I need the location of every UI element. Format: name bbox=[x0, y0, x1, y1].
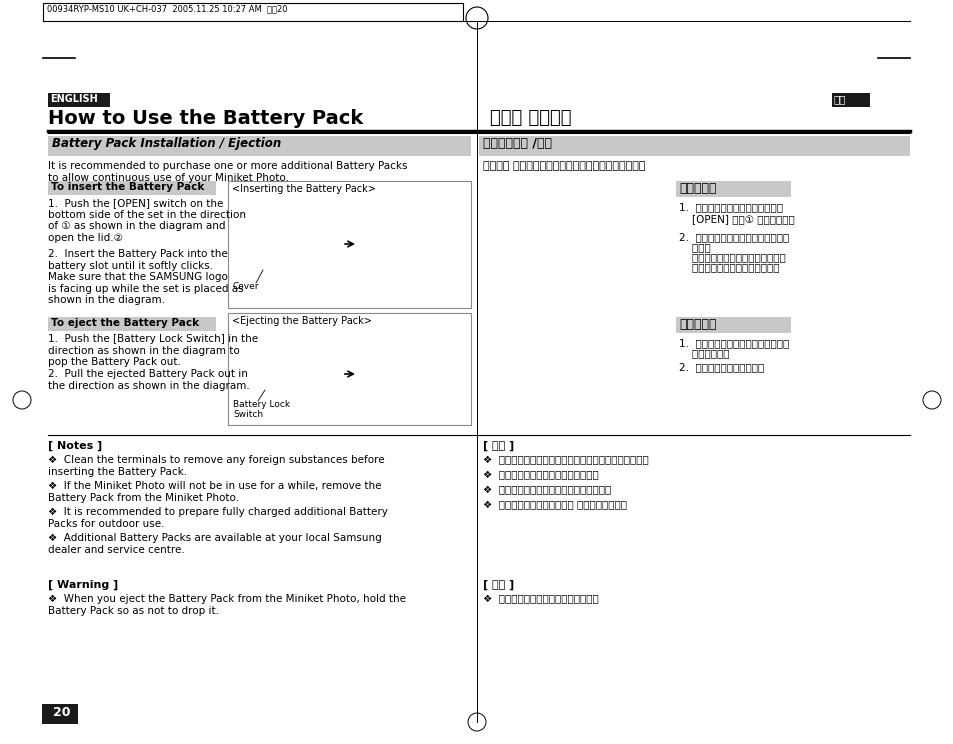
Text: Battery Pack Installation / Ejection: Battery Pack Installation / Ejection bbox=[52, 137, 281, 150]
Text: 1.  沿图中所示方向拨动相机底部的
    [OPEN] 开关① 打开电池盖。: 1. 沿图中所示方向拨动相机底部的 [OPEN] 开关① 打开电池盖。 bbox=[679, 202, 794, 224]
Text: Battery Lock
Switch: Battery Lock Switch bbox=[233, 400, 290, 420]
Text: ❖  备用电池组可以到当地经销 及维修中心购买。: ❖ 备用电池组可以到当地经销 及维修中心购买。 bbox=[482, 500, 626, 510]
Text: 中文: 中文 bbox=[833, 94, 845, 104]
Polygon shape bbox=[248, 223, 328, 263]
Bar bbox=[478, 136, 909, 156]
Text: 声轻响: 声轻响 bbox=[679, 242, 710, 252]
Bar bbox=[42, 704, 78, 724]
Text: 20: 20 bbox=[53, 706, 71, 719]
Text: ❖  Additional Battery Packs are available at your local Samsung
dealer and servi: ❖ Additional Battery Packs are available… bbox=[48, 533, 381, 554]
Text: ❖  取出电池组时，谨防将电池组摔落。: ❖ 取出电池组时，谨防将电池组摔落。 bbox=[482, 594, 598, 604]
Text: 弹出电池组: 弹出电池组 bbox=[679, 318, 716, 331]
Circle shape bbox=[410, 368, 419, 378]
Text: 2.  Insert the Battery Pack into the
battery slot until it softly clicks.
Make s: 2. Insert the Battery Pack into the batt… bbox=[48, 249, 243, 305]
Bar bbox=[676, 181, 790, 197]
Bar bbox=[48, 317, 215, 331]
Text: 弹出电池组。: 弹出电池组。 bbox=[679, 348, 729, 358]
Circle shape bbox=[406, 364, 423, 382]
Text: ❖  Clean the terminals to remove any foreign substances before
inserting the Bat: ❖ Clean the terminals to remove any fore… bbox=[48, 455, 384, 477]
Text: ENGLISH: ENGLISH bbox=[50, 94, 97, 104]
Circle shape bbox=[410, 240, 419, 250]
Text: [ 警告 ]: [ 警告 ] bbox=[482, 580, 514, 590]
Circle shape bbox=[406, 236, 423, 254]
Text: <Inserting the Battery Pack>: <Inserting the Battery Pack> bbox=[232, 184, 375, 194]
Text: 参照如图所示相机摆放位置，确定: 参照如图所示相机摆放位置，确定 bbox=[679, 252, 785, 262]
Text: 2.  Pull the ejected Battery Pack out in
the direction as shown in the diagram.: 2. Pull the ejected Battery Pack out in … bbox=[48, 369, 250, 391]
Text: [ Warning ]: [ Warning ] bbox=[48, 580, 118, 590]
Text: 2.  如图将弹出的电池取出。: 2. 如图将弹出的电池取出。 bbox=[679, 362, 763, 372]
Text: How to Use the Battery Pack: How to Use the Battery Pack bbox=[48, 109, 363, 128]
Bar bbox=[831, 93, 869, 107]
Bar bbox=[228, 181, 471, 308]
Text: [ 注意 ]: [ 注意 ] bbox=[482, 441, 514, 452]
Bar bbox=[228, 313, 471, 425]
Text: 1.  按图所示方向拨动电池锁定开关，: 1. 按图所示方向拨动电池锁定开关， bbox=[679, 338, 788, 348]
Text: ❖  在装入电池组之前请清洁电池端子，去除其上的异物。: ❖ 在装入电池组之前请清洁电池端子，去除其上的异物。 bbox=[482, 455, 648, 465]
Bar bbox=[252, 249, 272, 259]
Text: It is recommended to purchase one or more additional Battery Packs
to allow cont: It is recommended to purchase one or mor… bbox=[48, 161, 407, 182]
Text: 如何使 用电池组: 如何使 用电池组 bbox=[490, 109, 571, 127]
Circle shape bbox=[290, 363, 310, 383]
Text: To eject the Battery Pack: To eject the Battery Pack bbox=[51, 318, 199, 328]
Text: 1.  Push the [OPEN] switch on the
bottom side of the set in the direction
of ① a: 1. Push the [OPEN] switch on the bottom … bbox=[48, 198, 246, 243]
Text: 插入电池组: 插入电池组 bbox=[679, 182, 716, 195]
Text: Cover: Cover bbox=[233, 282, 259, 291]
Text: 电池带有三星标识的一面朝上。: 电池带有三星标识的一面朝上。 bbox=[679, 262, 779, 272]
Text: 00934RYP-MS10 UK+CH-037  2005.11.25 10:27 AM  页面20: 00934RYP-MS10 UK+CH-037 2005.11.25 10:27… bbox=[47, 4, 287, 13]
Text: To insert the Battery Pack: To insert the Battery Pack bbox=[51, 182, 204, 192]
Text: 电池组的安装 /卸载: 电池组的安装 /卸载 bbox=[482, 137, 552, 150]
Bar bbox=[48, 93, 110, 107]
Text: 2.  将电池组插入电池仓，直至听到一: 2. 将电池组插入电池仓，直至听到一 bbox=[679, 232, 788, 242]
Bar bbox=[43, 3, 462, 21]
Text: ❖  If the Miniket Photo will not be in use for a while, remove the
Battery Pack : ❖ If the Miniket Photo will not be in us… bbox=[48, 481, 381, 503]
Bar bbox=[248, 223, 260, 235]
Bar bbox=[48, 181, 215, 195]
Bar bbox=[252, 379, 272, 389]
Text: <Ejecting the Battery Pack>: <Ejecting the Battery Pack> bbox=[232, 316, 372, 326]
Polygon shape bbox=[374, 340, 448, 396]
Bar bbox=[48, 136, 471, 156]
Text: [ Notes ]: [ Notes ] bbox=[48, 441, 102, 452]
Circle shape bbox=[290, 233, 310, 253]
Text: ❖  户外使用，应准备充满电的备用电池组。: ❖ 户外使用，应准备充满电的备用电池组。 bbox=[482, 485, 611, 495]
Text: ❖  When you eject the Battery Pack from the Miniket Photo, hold the
Battery Pack: ❖ When you eject the Battery Pack from t… bbox=[48, 594, 406, 615]
Text: 1.  Push the [Battery Lock Switch] in the
direction as shown in the diagram to
p: 1. Push the [Battery Lock Switch] in the… bbox=[48, 334, 258, 368]
Polygon shape bbox=[374, 208, 448, 268]
Text: ❖  It is recommended to prepare fully charged additional Battery
Packs for outdo: ❖ It is recommended to prepare fully cha… bbox=[48, 507, 388, 528]
Polygon shape bbox=[248, 353, 328, 393]
Bar bbox=[676, 317, 790, 333]
Text: 为了连续 使用相机，建议购买一个或多个备用电池组。: 为了连续 使用相机，建议购买一个或多个备用电池组。 bbox=[482, 161, 645, 171]
Circle shape bbox=[294, 367, 306, 379]
Circle shape bbox=[294, 237, 306, 249]
Text: ❖  长时间不使用相机，请取出电池组。: ❖ 长时间不使用相机，请取出电池组。 bbox=[482, 470, 598, 480]
Polygon shape bbox=[367, 183, 415, 222]
